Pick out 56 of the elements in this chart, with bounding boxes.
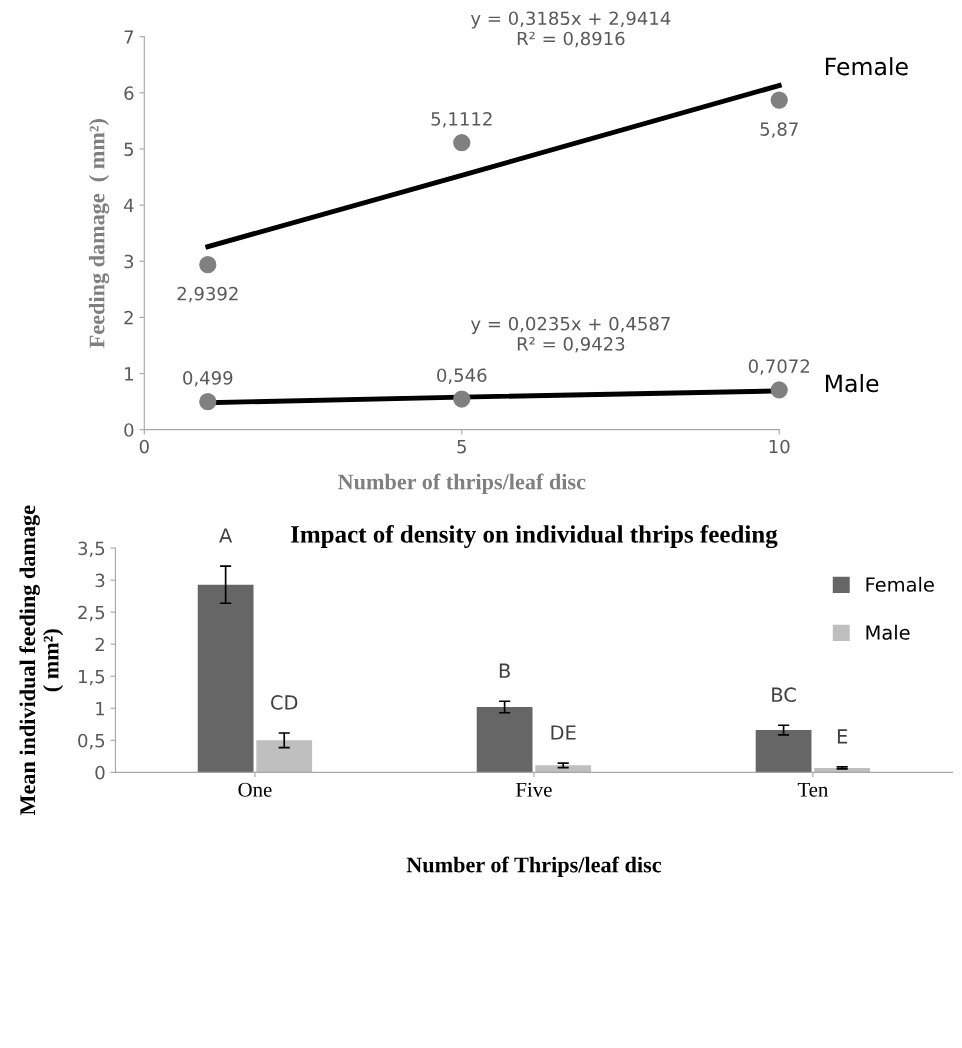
data-label: 5,87 — [760, 122, 798, 138]
y-tick-label: 1 — [125, 367, 133, 381]
y-tick-label: 0 — [124, 423, 134, 437]
x-tick-label: 0 — [139, 439, 149, 454]
y-tick-label: 5 — [124, 142, 133, 157]
bar — [256, 740, 313, 773]
y-tick-label: 0 — [95, 765, 105, 780]
annotation: B — [499, 663, 510, 678]
chart-title: Impact of density on individual thrips feeding — [290, 524, 778, 549]
point — [770, 91, 788, 109]
x-tick-label: Five — [515, 782, 552, 797]
x-tick-label: 10 — [769, 439, 790, 454]
bar — [535, 765, 592, 773]
annotation: CD — [271, 695, 298, 710]
annotation: E — [837, 729, 848, 744]
x-tick-label: 5 — [457, 439, 466, 454]
y-tick-label: 1 — [96, 701, 105, 716]
y-tick-label: 3 — [95, 573, 105, 588]
legend-label: Female — [866, 576, 934, 592]
text: A — [219, 528, 233, 543]
text: Female — [825, 57, 908, 76]
data-label: 0,499 — [183, 371, 233, 387]
y-tick-label: 0,5 — [78, 733, 105, 750]
bar — [476, 707, 533, 773]
y-axis-title: Mean individual feeding damage ( mm²) — [19, 505, 64, 816]
point — [199, 393, 217, 411]
y-tick-label: 1,5 — [78, 669, 105, 686]
x-tick-label: Ten — [797, 782, 829, 797]
bar — [755, 730, 812, 773]
y-tick-label: 3 — [124, 254, 134, 269]
y-tick-label: 2 — [95, 637, 104, 652]
point — [199, 256, 217, 274]
point — [453, 390, 471, 408]
data-label: 0,7072 — [748, 359, 809, 375]
x-tick-label: One — [238, 782, 272, 797]
y-tick-label: 7 — [124, 30, 134, 44]
legend-label: Male — [866, 624, 910, 640]
y-tick-label: 3,5 — [78, 541, 105, 558]
annotation: y = 0,0235x + 0,4587 R² = 0,9423 — [470, 316, 670, 353]
y-tick-label: 2,5 — [78, 605, 105, 622]
annotation: BC — [772, 687, 796, 703]
x-axis-title: Number of Thrips/leaf disc — [406, 856, 662, 877]
data-label: 5,1112 — [431, 112, 492, 128]
series-label: Male — [825, 373, 879, 393]
y-tick-label: 2 — [124, 310, 133, 325]
bar — [197, 584, 254, 773]
annotation: y = 0,3185x + 2,9414 R² = 0,8916 — [470, 11, 671, 48]
y-tick-label: 6 — [124, 86, 134, 100]
annotation: DE — [551, 725, 576, 740]
point — [453, 134, 471, 152]
x-axis-title: Number of thrips/leaf disc — [338, 473, 586, 494]
data-label: 2,9392 — [177, 286, 238, 303]
point — [770, 381, 788, 399]
y-axis-title: Feeding damage ( mm²) — [88, 119, 110, 348]
y-tick-label: 4 — [123, 198, 134, 212]
data-label: 0,546 — [437, 368, 487, 384]
